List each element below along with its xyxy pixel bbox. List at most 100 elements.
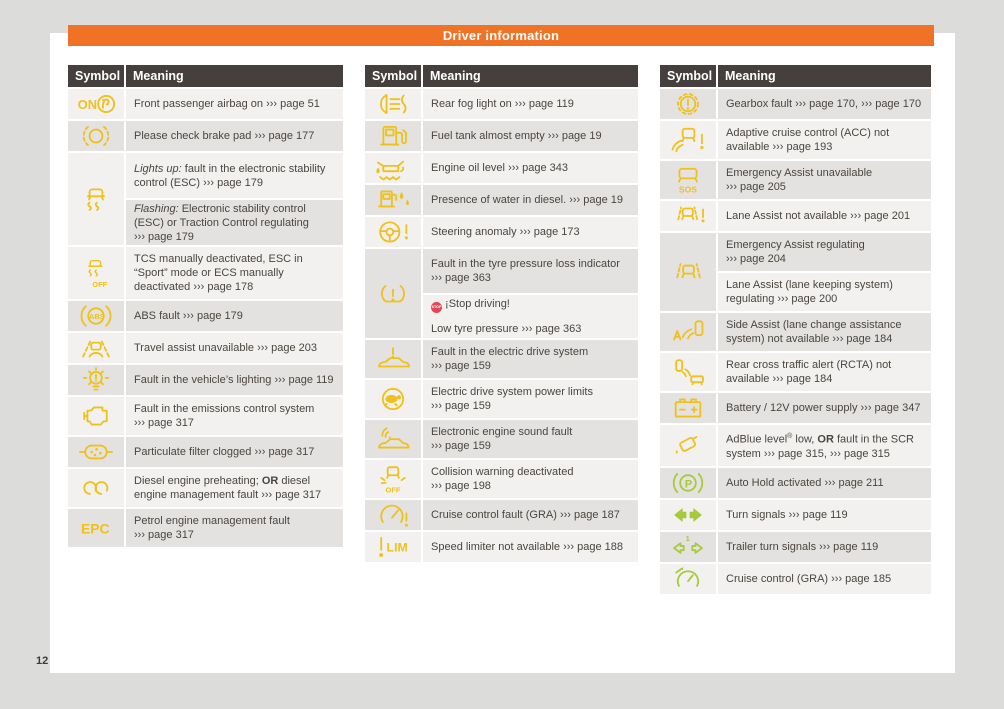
meaning-cell: Electric drive system power limits ››› p… — [423, 380, 638, 418]
meaning-cell: Rear cross traffic alert (RCTA) not avai… — [718, 353, 931, 391]
oil-level-icon — [365, 153, 421, 183]
meaning-text: Emergency Assist unavailable ››› page 20… — [726, 166, 923, 194]
meaning-text: Rear cross traffic alert (RCTA) not avai… — [726, 358, 923, 386]
meaning-text: Travel assist unavailable ››› page 203 — [134, 341, 335, 355]
svg-text:1: 1 — [686, 534, 690, 543]
svg-text:ON: ON — [78, 97, 97, 112]
esc-icon — [68, 153, 124, 245]
meaning-cell: Adaptive cruise control (ACC) not availa… — [718, 121, 931, 159]
page-reference: ››› page 317 — [254, 446, 315, 458]
table-row: SOS Emergency Assist unavailable ››› page… — [660, 161, 931, 199]
meaning-subrows: Lights up: fault in the electronic stabi… — [126, 153, 343, 245]
column-header-meaning: Meaning — [126, 65, 343, 87]
text-segment: Fuel tank almost empty — [431, 130, 548, 142]
text-segment: OR — [817, 433, 834, 446]
table-row: Turn signals ››› page 119 — [660, 499, 931, 530]
meaning-cell: Fault in the electric drive system ››› p… — [423, 340, 638, 378]
page-reference: ››› page 159 — [431, 400, 491, 412]
page-reference: ››› page 159 — [431, 360, 491, 372]
meaning-text: Side Assist (lane change assistance syst… — [726, 318, 923, 346]
svg-text:P: P — [685, 478, 693, 490]
page-reference: ››› page 201 — [850, 210, 911, 222]
svg-text:LIM: LIM — [387, 540, 408, 554]
power-limit-turtle-icon — [365, 380, 421, 418]
table-row: Presence of water in diesel. ››› page 19 — [365, 185, 638, 215]
text-segment: Electronic engine sound fault — [431, 426, 573, 438]
text-segment: Low tyre pressure — [431, 322, 522, 335]
water-in-diesel-icon — [365, 185, 421, 215]
meaning-cell: Flashing: Electronic stability control (… — [126, 200, 343, 245]
side-assist-icon — [660, 313, 716, 351]
table-row: Steering anomaly ››› page 173 — [365, 217, 638, 247]
trailer-turn-signals-icon: 1 — [660, 531, 716, 562]
meaning-text: Rear fog light on ››› page 119 — [431, 97, 630, 111]
cruise-fault-icon — [365, 500, 421, 530]
meaning-cell: Engine oil level ››› page 343 — [423, 153, 638, 183]
meaning-text: Collision warning deactivated ››› page 1… — [431, 465, 630, 493]
symbol-table-2: Symbol Meaning Rear fog light on ››› page … — [365, 65, 638, 562]
section-banner: Driver information — [68, 25, 934, 46]
column-header-symbol: Symbol — [68, 65, 124, 87]
table-header-row: Symbol Meaning — [660, 65, 931, 87]
page-reference: ››› page 19 — [547, 130, 602, 142]
meaning-text: STOP ¡Stop driving! — [431, 297, 630, 313]
text-segment: Steering anomaly — [431, 226, 520, 238]
meaning-cell: Emergency Assist unavailable ››› page 20… — [718, 161, 931, 199]
text-segment: Cruise control (GRA) — [726, 572, 832, 585]
page-reference: ››› page 184 — [832, 333, 893, 345]
auto-hold-icon: P — [660, 467, 716, 498]
table-row: ON Front passenger airbag on ››› page 51 — [68, 89, 343, 119]
table-row: Emergency Assist regulating ››› page 204… — [660, 233, 931, 311]
text-segment: Auto Hold activated — [726, 476, 825, 489]
page-reference: ››› page 119 — [819, 540, 879, 553]
page-reference: ››› page 187 — [559, 509, 620, 521]
tyre-pressure-icon — [365, 249, 421, 338]
text-segment: Electronic stability control (ESC) or Tr… — [134, 202, 309, 229]
text-segment: Lane Assist not available — [726, 210, 851, 222]
text-segment: Side Assist (lane change assistance syst… — [726, 319, 902, 345]
page-reference: ››› page 205 — [726, 181, 786, 193]
table-row: Electric drive system power limits ››› p… — [365, 380, 638, 418]
table-row: Engine oil level ››› page 343 — [365, 153, 638, 183]
text-segment: Fault in the emissions control system — [134, 403, 315, 415]
table-row: OFF TCS manually deactivated, ESC in “Spo… — [68, 247, 343, 299]
emissions-icon — [68, 397, 124, 435]
page-reference: ››› page 315 — [763, 447, 824, 460]
meaning-text: Particulate filter clogged ››› page 317 — [134, 445, 335, 459]
fuel-low-icon — [365, 121, 421, 151]
table-row: Side Assist (lane change assistance syst… — [660, 313, 931, 351]
column-header-symbol: Symbol — [365, 65, 421, 87]
adblue-icon — [660, 425, 716, 466]
meaning-cell: Turn signals ››› page 119 — [718, 499, 931, 530]
table-row: Fuel tank almost empty ››› page 19 — [365, 121, 638, 151]
meaning-text: Lane Assist (lane keeping system) regula… — [726, 278, 923, 306]
meaning-cell: Trailer turn signals ››› page 119 — [718, 531, 931, 562]
meaning-text: Fuel tank almost empty ››› page 19 — [431, 129, 630, 143]
column-header-meaning: Meaning — [718, 65, 931, 87]
page-reference: ››› page 184 — [772, 373, 833, 385]
meaning-cell: Gearbox fault ››› page 170, ››› page 170 — [718, 89, 931, 119]
meaning-cell: AdBlue level® low, OR fault in the SCR s… — [718, 425, 931, 466]
meaning-cell: Fault in the vehicle’s lighting ››› page… — [126, 365, 343, 395]
text-segment: OR — [261, 475, 279, 487]
page-reference: ››› page 179 — [134, 230, 194, 243]
meaning-cell: Battery / 12V power supply ››› page 347 — [718, 393, 931, 423]
page-reference: ››› page 317 — [261, 489, 322, 501]
meaning-text: Please check brake pad ››› page 177 — [134, 129, 335, 143]
meaning-cell: Side Assist (lane change assistance syst… — [718, 313, 931, 351]
meaning-cell: Please check brake pad ››› page 177 — [126, 121, 343, 151]
text-segment: Diesel engine preheating; — [134, 475, 262, 487]
rcta-icon — [660, 353, 716, 391]
meaning-cell: Diesel engine preheating; OR diesel engi… — [126, 469, 343, 507]
table-header-row: Symbol Meaning — [68, 65, 343, 87]
meaning-text: Lights up: fault in the electronic stabi… — [134, 162, 335, 190]
text-segment: Fault in the vehicle’s lighting — [134, 374, 275, 386]
acc-unavailable-icon — [660, 121, 716, 159]
abs-icon: ABS — [68, 301, 124, 331]
steering-fault-icon — [365, 217, 421, 247]
meaning-cell: Presence of water in diesel. ››› page 19 — [423, 185, 638, 215]
page-reference: ››› page 159 — [431, 440, 491, 452]
table-row: Cruise control (GRA) ››› page 185 — [660, 563, 931, 594]
page-reference: ››› page 170 — [795, 98, 856, 110]
svg-text:SOS: SOS — [679, 184, 697, 194]
